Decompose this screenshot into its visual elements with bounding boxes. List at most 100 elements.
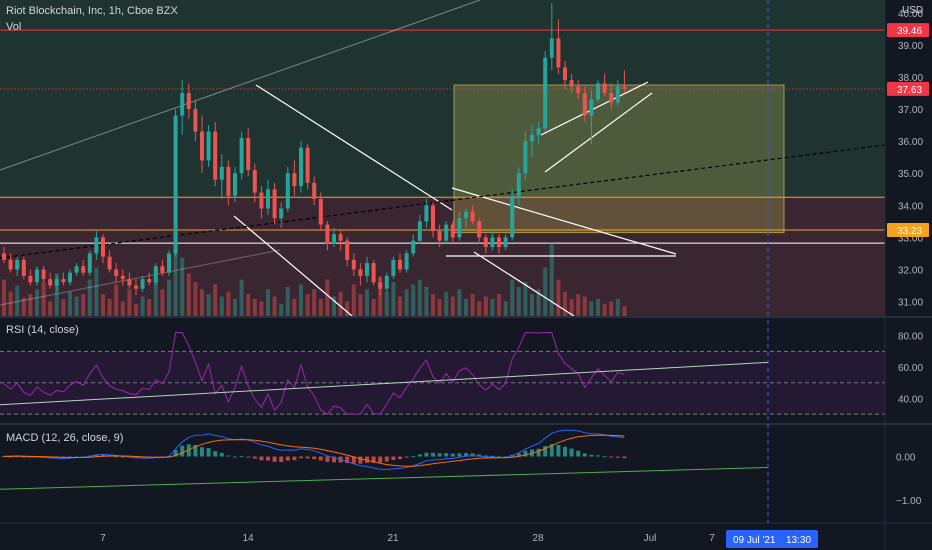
macd-histogram-bar [120,456,125,458]
price-tick: 40.00 [898,9,923,20]
candle [68,272,72,283]
rsi-label: RSI (14, close) [6,324,79,336]
trend-line [540,81,649,136]
candle [398,259,402,270]
volume-bar [35,289,39,316]
volume-bar [563,291,567,316]
candle [582,93,587,116]
volume-bar [457,289,462,316]
volume-bar [61,299,66,316]
volume-bar [444,291,449,316]
candle [259,192,264,209]
volume-bar [332,296,336,316]
price-tick: 33.00 [898,233,923,244]
candle [61,279,66,283]
volume-bar [622,306,627,316]
candle [285,173,290,209]
volume-bar [602,303,607,316]
volume-bar [299,284,303,316]
macd-histogram-bar [615,456,620,458]
macd-histogram-bar [213,451,218,457]
volume-bar [516,286,521,316]
candle [147,279,152,283]
volume-bar [28,294,33,316]
macd-histogram-bar [477,454,482,457]
macd-histogram-bar [470,453,475,457]
volume-bar [206,294,211,316]
volume-bar [226,291,231,316]
macd-histogram-bar [200,447,204,457]
candle [431,205,435,231]
rsi-trend-line [0,361,769,406]
candle [48,279,53,286]
volume-bar [351,284,356,316]
symbol-title: Riot Blockchain, Inc, 1h, Cboe BZX [6,5,178,17]
candle [160,266,165,273]
candle [2,253,6,260]
volume-bar [582,296,587,316]
price-tag-label: 37.63 [897,85,922,96]
macd-histogram-bar [371,456,376,463]
candle [127,279,132,286]
candle [292,173,297,187]
candle [173,115,178,254]
macd-histogram-bar [431,452,435,457]
macd-line [3,429,625,471]
volume-bar [285,286,290,316]
volume-bar [391,282,396,316]
volume-bars [2,231,627,316]
macd-histogram-bar [523,450,528,457]
volume-bar [470,294,475,316]
time-tick: 7 [100,533,106,544]
price-tick: 37.00 [898,105,923,116]
candle [81,266,86,273]
candle [246,137,251,171]
macd-histogram-bar [503,456,508,458]
candle [378,282,383,289]
volume-bar [398,296,402,316]
candle [167,253,171,273]
candle [391,259,396,276]
macd-histogram-bar [384,456,389,462]
macd-histogram-bar [180,445,185,457]
candle [596,83,600,100]
macd-histogram-bar [21,456,26,458]
macd-histogram-bar [272,456,277,462]
currency-label: USD [902,5,924,16]
macd-histogram-bar [358,456,363,464]
volume-bar [556,279,561,316]
candle [510,195,515,238]
volume-bar [325,279,330,316]
volume-bar [173,231,178,316]
volume-bar [41,282,46,316]
macd-histogram-bar [602,456,607,458]
volume-bar [497,294,501,316]
volume-bar [74,296,79,316]
candle [134,285,138,289]
candle [233,173,237,196]
volume-bar [536,289,541,316]
macd-histogram-bar [398,456,402,460]
volume-bar [411,284,416,316]
macd-histogram-bar [173,449,178,457]
macd-histogram-bar [292,456,297,461]
macd-histogram-bar [622,456,627,459]
price-tag-label: 39.46 [897,26,922,37]
macd-histogram-bar [464,453,468,457]
chart-background [0,0,885,316]
macd-histogram-bar [206,448,211,457]
trend-line [451,187,677,255]
volume-bar [54,273,59,316]
volume-bar [81,294,86,316]
candle [140,279,145,289]
rsi-tick: 80.00 [898,332,923,343]
macd-histogram-bar [134,456,138,458]
trend-line [544,92,653,173]
volume-bar [48,301,53,316]
volume-bar [68,291,72,316]
rsi-tick: 60.00 [898,363,923,374]
volume-bar [120,301,125,316]
channel-line [0,0,481,171]
candle [338,234,343,241]
